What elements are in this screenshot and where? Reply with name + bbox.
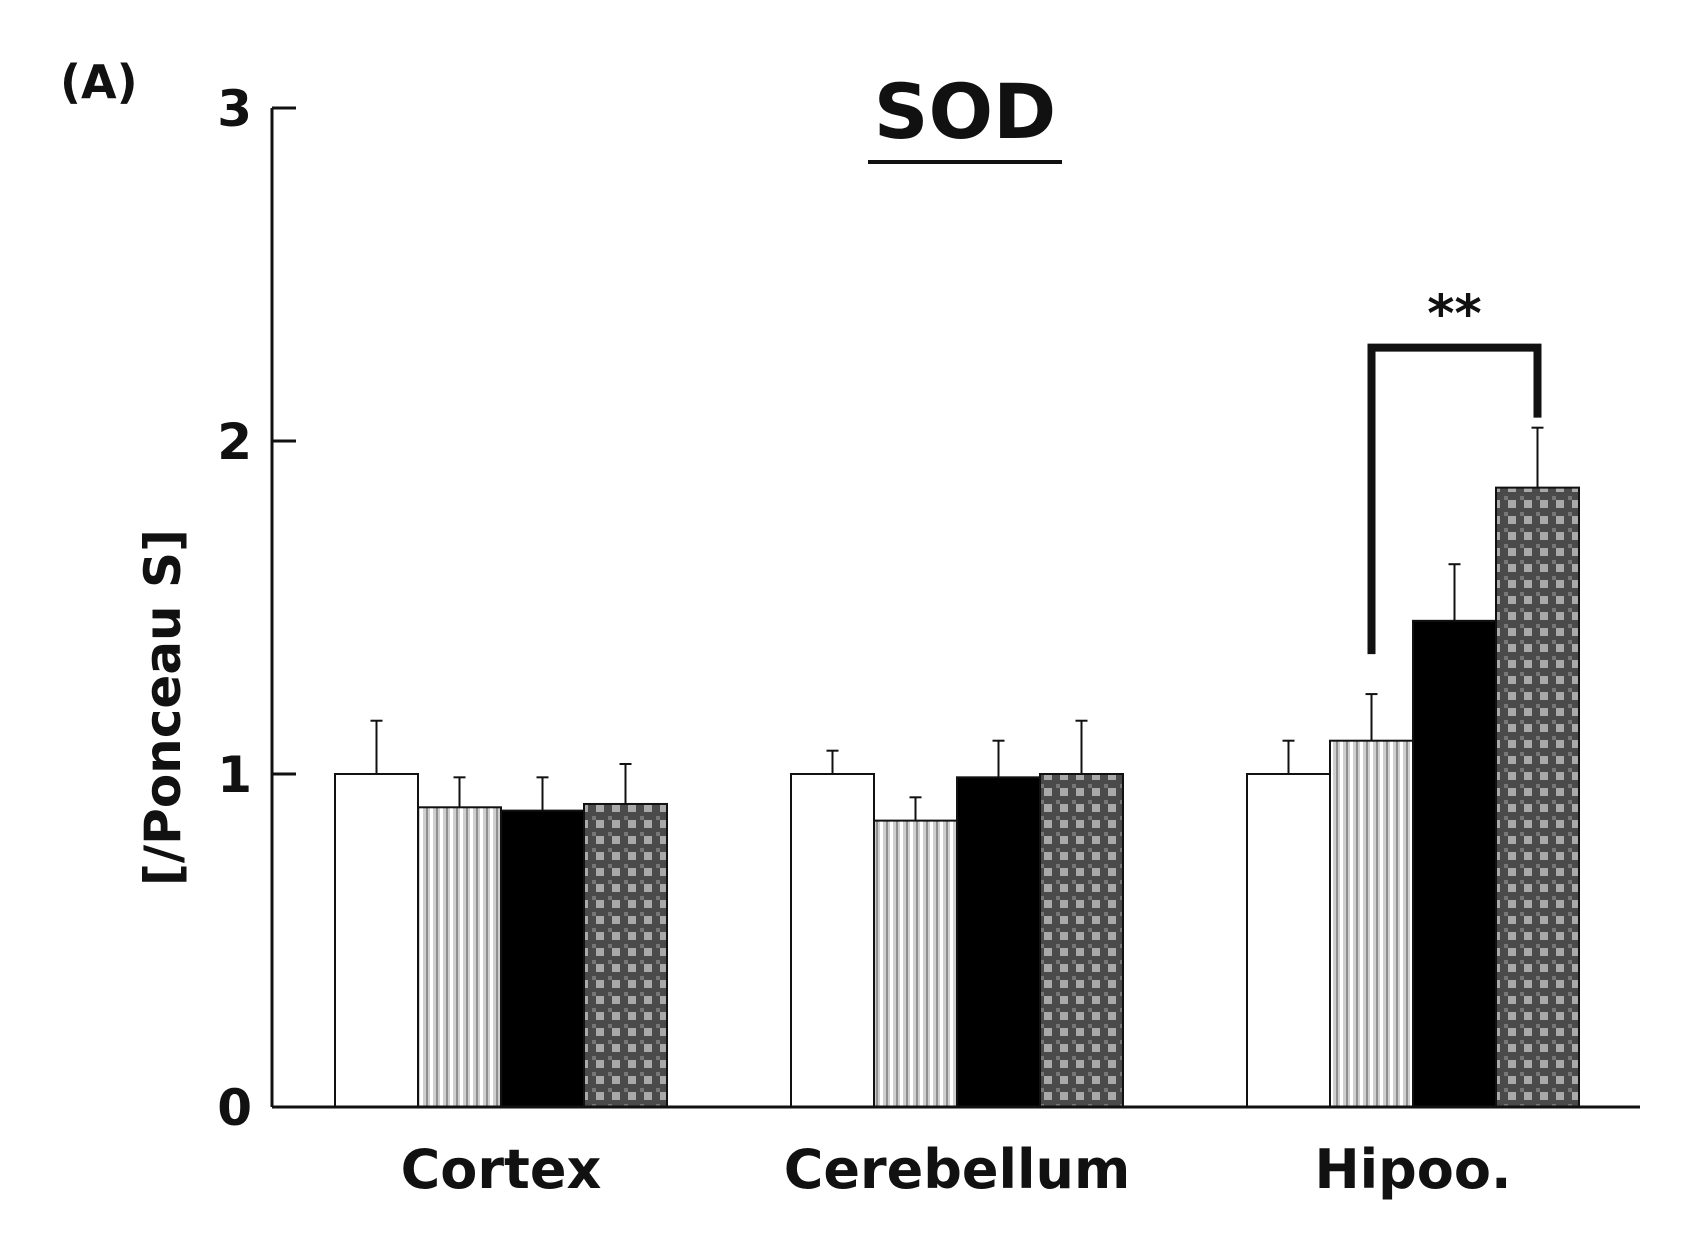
bar	[1246, 773, 1331, 1108]
bar	[417, 806, 502, 1108]
bar	[583, 802, 668, 1108]
significance-label: **	[1427, 285, 1481, 345]
significance-bracket	[1367, 343, 1542, 655]
y-tick-label: 3	[217, 80, 252, 138]
y-axis-ticks: 0 1 2 3	[217, 80, 296, 1137]
x-axis-labels: Cortex Cerebellum Hipoo.	[401, 1138, 1512, 1201]
y-axis-label-group: [/Ponceau S]	[134, 529, 192, 886]
chart-title: SOD	[874, 67, 1056, 156]
bars	[334, 426, 1580, 1109]
bar	[334, 773, 419, 1108]
bar	[500, 809, 585, 1108]
x-tick-label: Cortex	[401, 1138, 602, 1201]
annotations: **	[1367, 285, 1542, 655]
y-tick-label: 0	[217, 1079, 252, 1137]
y-tick-label: 1	[217, 746, 252, 804]
bar	[873, 819, 958, 1108]
bar	[1039, 773, 1124, 1108]
y-tick-label: 2	[217, 413, 252, 471]
bar	[1412, 619, 1497, 1108]
bar	[1495, 486, 1580, 1108]
y-axis-label: [/Ponceau S]	[134, 529, 192, 886]
x-tick-label: Hipoo.	[1314, 1138, 1511, 1201]
bar	[1329, 739, 1414, 1108]
panel-label: (A)	[60, 55, 138, 109]
x-tick-label: Cerebellum	[784, 1138, 1131, 1201]
bar	[956, 776, 1041, 1109]
bar	[790, 773, 875, 1108]
